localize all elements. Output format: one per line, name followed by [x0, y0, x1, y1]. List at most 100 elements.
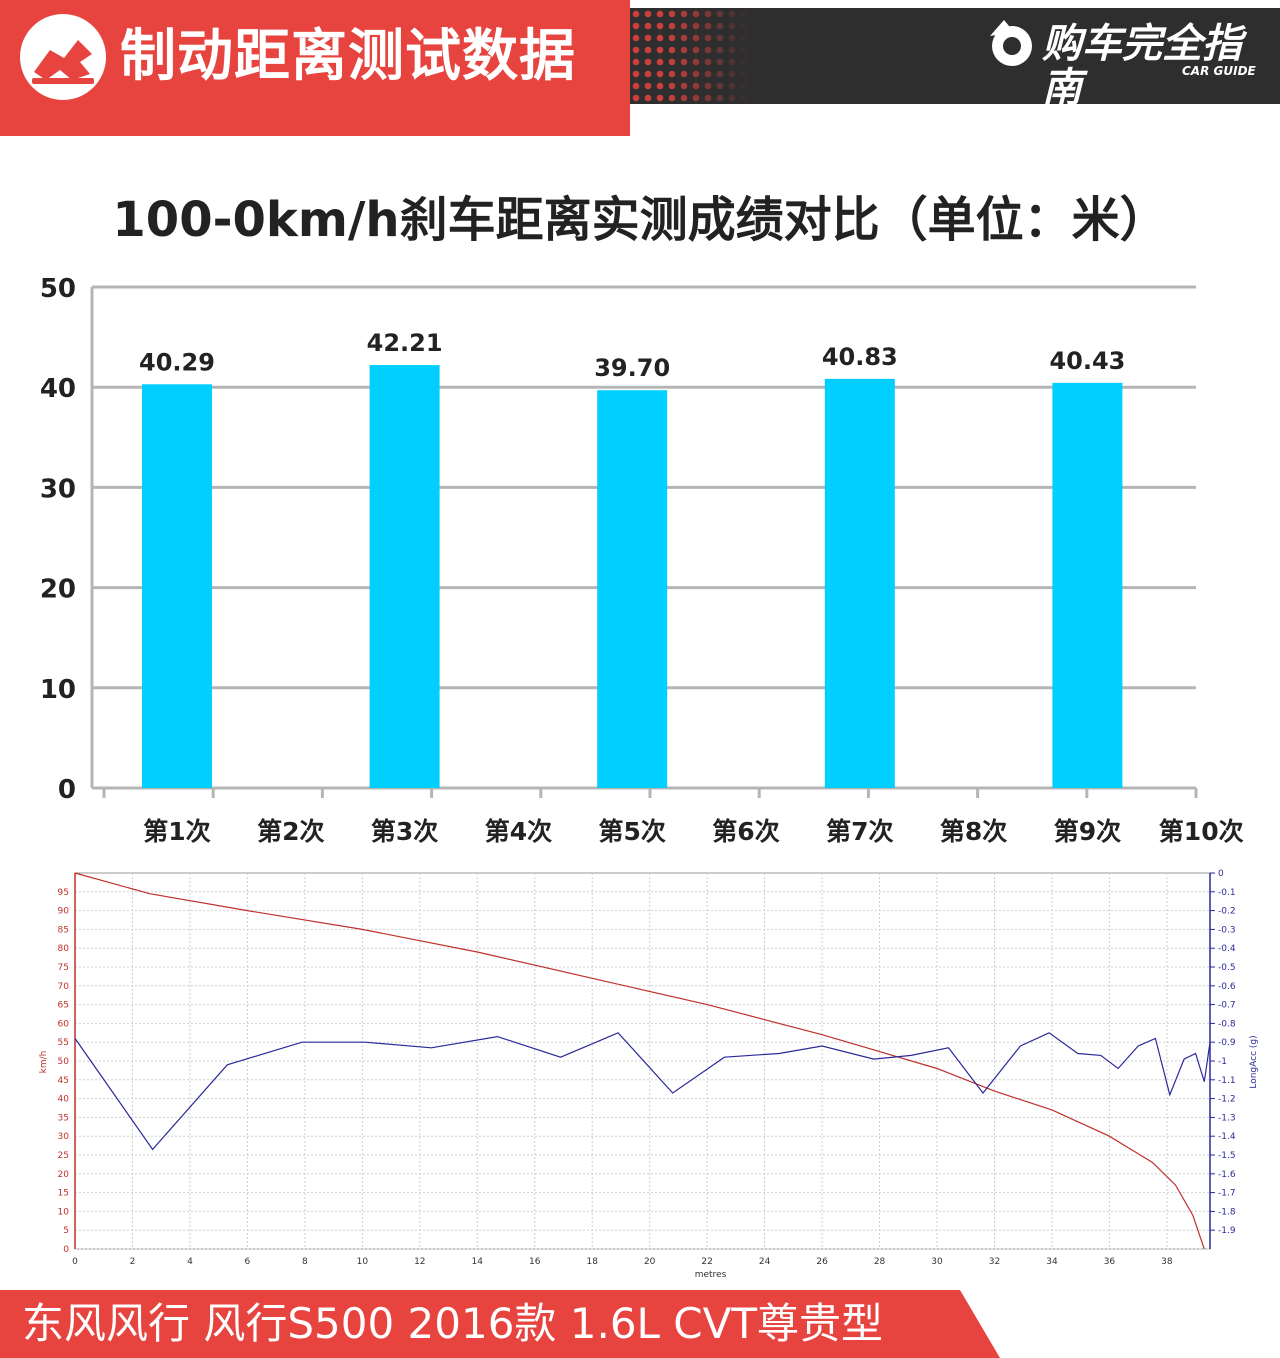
data-label: 40.43	[1049, 347, 1125, 375]
left-tick-label: 90	[58, 907, 70, 917]
x-tick-label: 6	[245, 1257, 251, 1267]
car-model-label: 东风风行 风行S500 2016款 1.6L CVT尊贵型	[22, 1299, 884, 1348]
data-label: 40.83	[822, 343, 898, 371]
bar-3	[369, 365, 440, 788]
left-tick-label: 70	[58, 982, 70, 992]
left-tick-label: 55	[58, 1038, 69, 1048]
left-tick-label: 10	[58, 1207, 70, 1217]
x-tick-label: 28	[874, 1257, 886, 1267]
left-tick-label: 95	[58, 888, 69, 898]
bar-7	[824, 378, 895, 788]
x-tick-label: 第5次	[598, 817, 665, 846]
footer-banner	[0, 1290, 1000, 1358]
right-tick-label: -0.5	[1218, 963, 1236, 973]
bar-1	[142, 384, 212, 788]
x-tick-label: 14	[472, 1257, 484, 1267]
x-tick-label: 20	[644, 1257, 656, 1267]
left-tick-label: 15	[58, 1189, 69, 1199]
brake-icon-graphic	[32, 40, 94, 84]
right-tick-label: -1.8	[1218, 1207, 1236, 1217]
x-tick-label: 第6次	[712, 817, 779, 846]
x-tick-label: 36	[1104, 1257, 1116, 1267]
right-tick-label: -1.7	[1218, 1189, 1236, 1199]
x-tick-label: 22	[701, 1257, 712, 1267]
x-tick-label: 32	[989, 1257, 1000, 1267]
right-tick-label: -1.1	[1218, 1076, 1236, 1086]
left-tick-label: 20	[58, 1170, 70, 1180]
right-tick-label: -1.3	[1218, 1113, 1236, 1123]
right-tick-label: -0.3	[1218, 925, 1236, 935]
data-label: 40.29	[139, 348, 215, 376]
brand-logo-subtext: CAR GUIDE	[1182, 64, 1256, 78]
y-tick-label: 30	[40, 474, 76, 504]
right-tick-label: -0.9	[1218, 1038, 1236, 1048]
x-tick-label: 2	[130, 1257, 136, 1267]
speed-line	[74, 872, 1205, 1250]
x-tick-label: 12	[414, 1257, 425, 1267]
header-banner	[0, 0, 630, 136]
left-tick-label: 60	[58, 1019, 70, 1029]
x-tick-label: 第7次	[826, 817, 893, 846]
x-tick-label: 第1次	[143, 817, 210, 846]
right-tick-label: -1	[1218, 1057, 1227, 1067]
x-tick-label: 第2次	[257, 817, 324, 846]
page-title: 制动距离测试数据	[120, 24, 576, 89]
left-tick-label: 45	[58, 1076, 69, 1086]
left-tick-label: 35	[58, 1113, 69, 1123]
y-tick-label: 20	[40, 575, 76, 605]
x-tick-label: 第10次	[1159, 817, 1244, 846]
bar-9	[1052, 382, 1123, 788]
y-tick-label: 0	[58, 775, 76, 805]
right-tick-label: -0.4	[1218, 944, 1236, 954]
x-tick-label: 34	[1046, 1257, 1058, 1267]
right-tick-label: -0.7	[1218, 1001, 1236, 1011]
data-label: 39.70	[594, 354, 670, 382]
right-tick-label: -1.6	[1218, 1170, 1236, 1180]
left-tick-label: 40	[58, 1095, 70, 1105]
brake-icon	[20, 14, 106, 100]
right-tick-label: -0.2	[1218, 907, 1236, 917]
right-tick-label: -0.1	[1218, 888, 1236, 898]
brand-logo-icon	[990, 20, 1032, 66]
y-tick-label: 50	[40, 274, 76, 304]
x-tick-label: 30	[931, 1257, 943, 1267]
dot-pattern	[630, 8, 750, 104]
bar-5	[597, 390, 668, 788]
x-axis-title: metres	[695, 1270, 727, 1280]
x-tick-label: 第4次	[485, 817, 552, 846]
right-tick-label: 0	[1218, 869, 1224, 879]
x-tick-label: 16	[529, 1257, 541, 1267]
x-tick-label: 10	[357, 1257, 369, 1267]
x-tick-label: 26	[816, 1257, 828, 1267]
left-tick-label: 80	[58, 944, 70, 954]
chart-title: 100-0km/h刹车距离实测成绩对比（单位：米）	[112, 192, 1168, 248]
left-tick-label: 50	[58, 1057, 70, 1067]
brand-logo-text: 购车完全指南	[1042, 21, 1242, 111]
right-tick-label: -1.9	[1218, 1226, 1236, 1236]
x-tick-label: 第3次	[371, 817, 438, 846]
x-tick-label: 38	[1161, 1257, 1173, 1267]
x-tick-label: 0	[72, 1257, 78, 1267]
x-tick-label: 8	[302, 1257, 308, 1267]
right-axis-title: LongAcc (g)	[1249, 1035, 1259, 1088]
left-tick-label: 5	[63, 1226, 69, 1236]
bar-chart: 0 10 20 30 40 50 第1次 40.29 第2次 第3次 42.21 第4次 第5次 39.7…	[40, 274, 1244, 846]
data-label: 42.21	[367, 329, 443, 357]
y-tick-label: 10	[40, 675, 76, 705]
brand-bar	[630, 8, 1280, 104]
left-tick-label: 0	[63, 1245, 69, 1255]
left-tick-label: 25	[58, 1151, 69, 1161]
x-tick-label: 18	[586, 1257, 598, 1267]
right-tick-label: -0.6	[1218, 982, 1236, 992]
x-tick-label: 24	[759, 1257, 771, 1267]
right-tick-label: -1.2	[1218, 1095, 1236, 1105]
left-tick-label: 30	[58, 1132, 70, 1142]
y-tick-label: 40	[40, 374, 76, 404]
left-tick-label: 65	[58, 1001, 69, 1011]
right-tick-label: -1.4	[1218, 1132, 1236, 1142]
right-tick-label: -1.5	[1218, 1151, 1236, 1161]
x-tick-label: 4	[187, 1257, 193, 1267]
acceleration-line	[74, 1032, 1211, 1151]
right-tick-label: -0.8	[1218, 1019, 1236, 1029]
